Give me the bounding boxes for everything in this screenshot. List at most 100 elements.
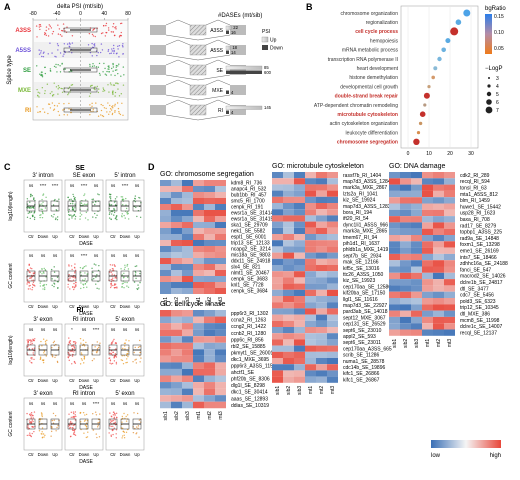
c-point — [121, 203, 124, 206]
psi-point — [116, 82, 118, 84]
c-point — [133, 281, 136, 283]
heatmap-cell — [305, 277, 316, 284]
heatmap-cell — [283, 289, 294, 296]
heatmap-cell — [305, 314, 316, 321]
psi-point — [37, 111, 39, 114]
heatmap-cell — [422, 222, 433, 229]
psi-point — [35, 25, 38, 27]
c-point — [68, 341, 70, 343]
heatmap-cell — [411, 260, 422, 267]
heatmap-cell — [411, 197, 422, 204]
heatmap-cell — [204, 375, 215, 383]
c-point — [44, 340, 47, 343]
c-point — [98, 264, 100, 267]
c-point — [79, 271, 82, 274]
heatmap-cell — [215, 349, 226, 356]
c-point — [132, 361, 134, 363]
heatmap-cell — [204, 264, 215, 270]
heatmap-cell — [171, 270, 182, 276]
c-point — [137, 284, 139, 286]
gene-label: mark3a_MXE_2867 — [343, 185, 387, 191]
c-point — [74, 362, 77, 364]
c-point — [135, 358, 137, 361]
heatmap-cell — [272, 327, 283, 334]
heatmap-cell — [316, 258, 327, 265]
heatmap-cell — [193, 355, 204, 363]
heatmap-cell — [193, 362, 204, 369]
psi-point — [113, 47, 115, 50]
c-point — [123, 431, 126, 433]
heatmap-cell — [204, 282, 215, 288]
heatmap-cell — [327, 289, 338, 296]
psi-point — [105, 31, 107, 34]
heatmap-cell — [272, 339, 283, 346]
c-group-label: Ctr — [110, 378, 116, 383]
heatmap-cell — [327, 215, 338, 222]
size-legend-dot — [485, 106, 493, 114]
gene-label: sept12_MXE_3067 — [343, 315, 386, 321]
heatmap-cell — [215, 355, 226, 363]
heatmap-cell — [204, 316, 215, 324]
c-point — [74, 267, 76, 269]
c-point — [112, 284, 114, 287]
c-point — [121, 286, 123, 288]
c-point — [126, 276, 129, 279]
c-point — [109, 359, 112, 361]
psi-point — [110, 109, 113, 111]
c-point — [33, 197, 35, 199]
heatmap-cell — [305, 358, 316, 365]
c-point — [92, 350, 94, 352]
c-group-label: Ctr — [28, 234, 34, 239]
psi-point — [102, 90, 104, 92]
c-point — [72, 279, 75, 281]
c-point — [92, 216, 94, 218]
gene-label: map7d3_SE_22927 — [343, 303, 387, 309]
heatmap-cell — [272, 203, 283, 210]
c-point — [26, 216, 29, 219]
c-point — [74, 207, 76, 209]
c-point — [94, 346, 96, 348]
heatmap-cell — [272, 227, 283, 234]
c-point — [27, 424, 29, 426]
heatmap-cell — [215, 228, 226, 234]
heatmap-cell — [444, 298, 455, 305]
heatmap-cell — [193, 316, 204, 324]
c-point — [27, 426, 29, 428]
c-col-header: 5' exon — [115, 317, 134, 323]
c-point — [33, 211, 36, 214]
c-point — [71, 355, 74, 357]
heatmap-cell — [272, 320, 283, 327]
c-point — [123, 268, 126, 271]
gene-label: cdk2_RI_289 — [460, 173, 490, 179]
c-group-label: Ctr — [69, 234, 75, 239]
heatmap-cell — [160, 228, 171, 234]
heatmap-cell — [422, 228, 433, 235]
c-point — [113, 411, 115, 414]
gene-label: mak_SE_12166 — [343, 260, 379, 266]
gene-label: ccng2_RI_1422 — [231, 324, 266, 330]
psi-point — [95, 102, 97, 104]
c-point — [115, 217, 117, 219]
psi-point — [68, 42, 71, 44]
panel-b-colorbar: bgRatio 0.150.100.05 — [485, 6, 506, 54]
c-point — [96, 348, 99, 350]
heatmap-cell — [316, 308, 327, 315]
c-point — [70, 435, 72, 438]
panel-b-grid — [407, 6, 472, 148]
psi-point — [117, 65, 119, 67]
psi-point — [71, 35, 74, 37]
xtick-label: 10 — [426, 151, 432, 157]
c-point — [41, 273, 43, 275]
psi-point — [44, 32, 46, 34]
c-point — [53, 285, 55, 288]
heatmap-cell — [272, 277, 283, 284]
c-point — [42, 338, 45, 340]
heatmap-cell — [283, 184, 294, 191]
exon-left — [150, 65, 166, 75]
go-term-dot — [419, 111, 426, 117]
c-point — [124, 264, 126, 267]
psi-point — [45, 26, 48, 28]
c-point — [26, 412, 28, 415]
psi-point — [59, 65, 61, 67]
psi-point — [47, 53, 49, 55]
